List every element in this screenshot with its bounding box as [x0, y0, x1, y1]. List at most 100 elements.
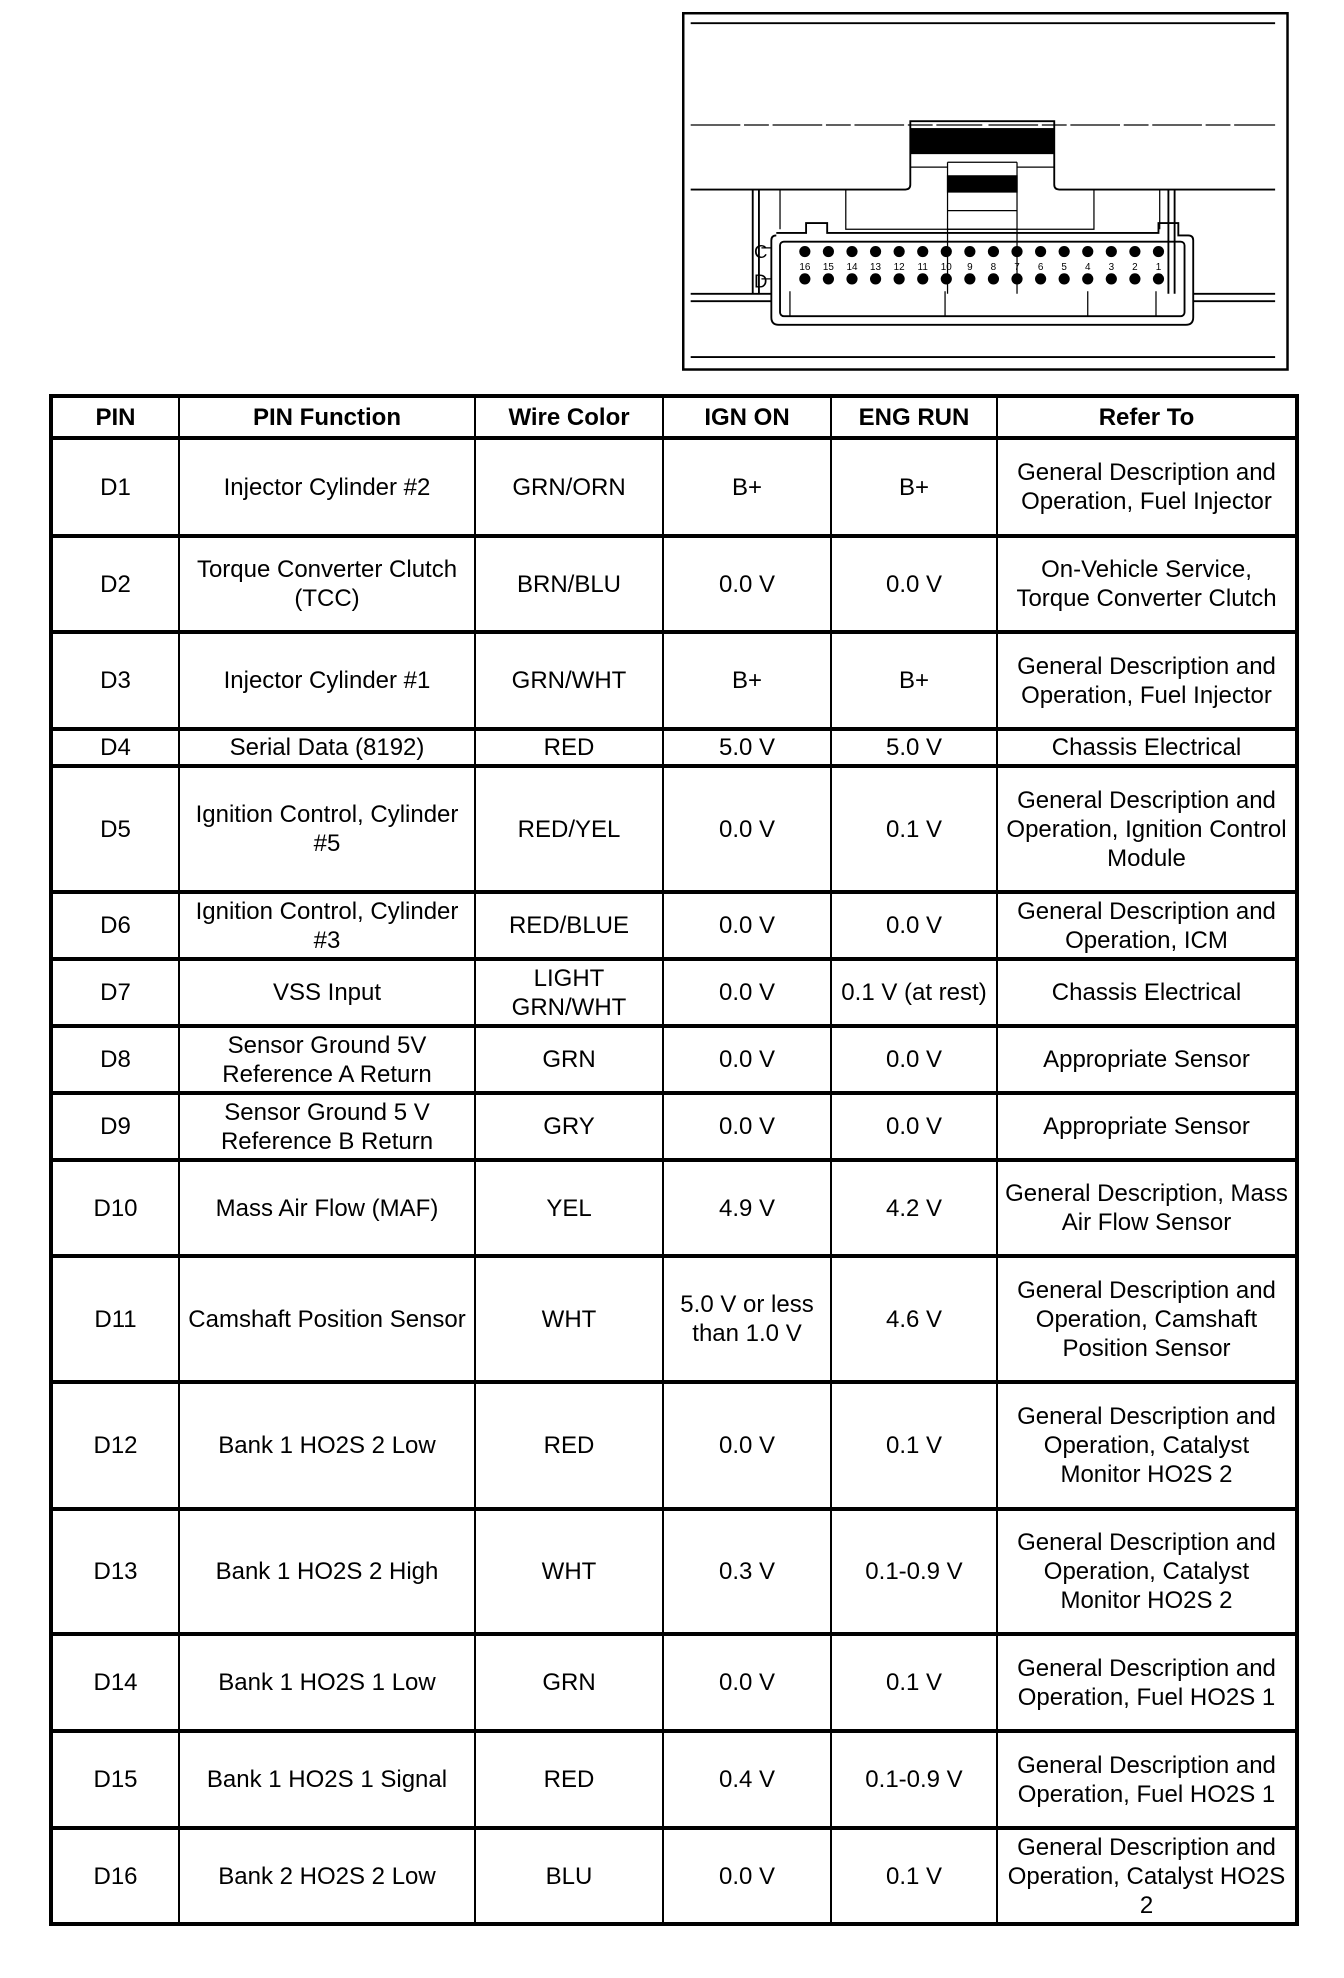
pin-number-label: 9: [967, 262, 973, 273]
cell-eng-run: 4.2 V: [830, 1159, 998, 1258]
cell-ign-on: 0.0 V: [662, 1025, 832, 1095]
cell-pin-function: Ignition Control, Cylinder #3: [178, 891, 476, 961]
cell-ign-on: 4.9 V: [662, 1159, 832, 1258]
cell-pin-function: Bank 1 HO2S 2 Low: [178, 1381, 476, 1511]
pin-number-label: 16: [799, 262, 811, 273]
table-row: D10 Mass Air Flow (MAF) YEL 4.9 V 4.2 V Gener…: [50, 1159, 1298, 1258]
table-row: D11 Camshaft Position Sensor WHT 5.0 V or l…: [50, 1255, 1298, 1384]
cell-pin-function: Bank 1 HO2S 1 Signal: [178, 1730, 476, 1830]
cell-ign-on: 0.0 V: [662, 765, 832, 894]
cell-pin-function: Injector Cylinder #2: [178, 437, 476, 538]
cell-refer-to: General Description, Mass Air Flow Senso…: [996, 1159, 1298, 1258]
cell-pin-function: Bank 1 HO2S 1 Low: [178, 1633, 476, 1733]
header-pin: PIN: [50, 395, 180, 440]
pin-c2: [1129, 246, 1141, 258]
cell-eng-run: 0.1-0.9 V: [830, 1730, 998, 1830]
cell-pin-function: Torque Converter Clutch (TCC): [178, 535, 476, 634]
cell-eng-run: B+: [830, 631, 998, 731]
pin-d10: [940, 273, 952, 285]
cell-wire-color: WHT: [474, 1255, 664, 1384]
pin-c11: [917, 246, 929, 258]
cell-pin-function: Sensor Ground 5V Reference A Return: [178, 1025, 476, 1095]
cell-refer-to: General Description and Operation, Fuel …: [996, 437, 1298, 538]
pin-d13: [869, 273, 882, 285]
cell-ign-on: 5.0 V or less than 1.0 V: [662, 1255, 832, 1384]
cell-pin: D14: [50, 1633, 180, 1733]
cell-wire-color: RED: [474, 1381, 664, 1511]
cell-ign-on: 0.0 V: [662, 891, 832, 961]
cell-refer-to: On-Vehicle Service, Torque Converter Clu…: [996, 535, 1298, 634]
pin-d9: [964, 273, 976, 285]
pin-c7: [1011, 246, 1023, 258]
cell-wire-color: RED: [474, 728, 664, 768]
pin-number-label: 12: [894, 262, 906, 273]
cell-pin-function: Ignition Control, Cylinder #5: [178, 765, 476, 894]
table-row: D9 Sensor Ground 5 V Reference B Return GR…: [50, 1092, 1298, 1162]
cell-pin: D5: [50, 765, 180, 894]
cell-refer-to: General Description and Operation, Fuel …: [996, 1633, 1298, 1733]
pin-d3: [1105, 273, 1117, 285]
pin-c14: [846, 246, 858, 258]
cell-refer-to: General Description and Operation, ICM: [996, 891, 1298, 961]
pin-d12: [893, 273, 905, 285]
table-row: D5 Ignition Control, Cylinder #5 RED/YEL 0.…: [50, 765, 1298, 894]
cell-ign-on: 5.0 V: [662, 728, 832, 768]
pin-d6: [1035, 273, 1047, 285]
cell-eng-run: 0.1 V (at rest): [830, 958, 998, 1028]
pin-number-label: 15: [823, 262, 835, 273]
cell-wire-color: WHT: [474, 1508, 664, 1636]
cell-pin: D15: [50, 1730, 180, 1830]
header-wire-color: Wire Color: [474, 395, 664, 440]
table-row: D8 Sensor Ground 5V Reference A Return GRN…: [50, 1025, 1298, 1095]
cell-pin: D10: [50, 1159, 180, 1258]
pin-d1: [1152, 273, 1165, 285]
pin-c1: [1152, 246, 1165, 258]
header-pin-function: PIN Function: [178, 395, 476, 440]
cell-wire-color: LIGHT GRN/WHT: [474, 958, 664, 1028]
cell-wire-color: GRY: [474, 1092, 664, 1162]
cell-wire-color: BRN/BLU: [474, 535, 664, 634]
pin-c9: [964, 246, 976, 258]
pin-number-label: 13: [870, 262, 882, 273]
cell-ign-on: 0.0 V: [662, 958, 832, 1028]
cell-pin: D11: [50, 1255, 180, 1384]
cell-refer-to: General Description and Operation, Fuel …: [996, 631, 1298, 731]
cell-pin-function: Serial Data (8192): [178, 728, 476, 768]
header-eng-run: ENG RUN: [830, 395, 998, 440]
table-row: D6 Ignition Control, Cylinder #3 RED/BLUE 0…: [50, 891, 1298, 961]
pin-number-label: 14: [846, 262, 858, 273]
cell-pin-function: Bank 1 HO2S 2 High: [178, 1508, 476, 1636]
pin-c13: [869, 246, 882, 258]
cell-pin: D7: [50, 958, 180, 1028]
cell-ign-on: 0.0 V: [662, 1381, 832, 1511]
row-label-c: C: [754, 241, 767, 262]
pin-d4: [1082, 273, 1094, 285]
table-row: D4 Serial Data (8192) RED 5.0 V 5.0 V Chassis…: [50, 728, 1298, 768]
cell-pin: D13: [50, 1508, 180, 1636]
cell-ign-on: 0.0 V: [662, 535, 832, 634]
row-label-d: D: [754, 271, 767, 292]
cell-refer-to: Appropriate Sensor: [996, 1092, 1298, 1162]
table-row: D15 Bank 1 HO2S 1 Signal RED 0.4 V 0.1-0.9 V…: [50, 1730, 1298, 1830]
cell-wire-color: YEL: [474, 1159, 664, 1258]
cell-pin: D4: [50, 728, 180, 768]
cell-eng-run: 0.1 V: [830, 1827, 998, 1926]
pin-number-label: 4: [1085, 262, 1091, 273]
cell-eng-run: 0.1 V: [830, 765, 998, 894]
cell-wire-color: RED/BLUE: [474, 891, 664, 961]
cell-refer-to: General Description and Operation, Camsh…: [996, 1255, 1298, 1384]
cell-pin: D1: [50, 437, 180, 538]
cell-wire-color: RED: [474, 1730, 664, 1830]
cell-wire-color: BLU: [474, 1827, 664, 1926]
table-row: D2 Torque Converter Clutch (TCC) BRN/BLU 0.…: [50, 535, 1298, 634]
cell-wire-color: GRN: [474, 1025, 664, 1095]
pin-table: PIN PIN Function Wire Color IGN ON ENG R…: [49, 394, 1299, 1926]
table-row: D16 Bank 2 HO2S 2 Low BLU 0.0 V 0.1 V General…: [50, 1827, 1298, 1926]
pin-c15: [822, 246, 834, 258]
connector-diagram: C D 16 15 14 13 12 11 10 9 8 7 6 5 4 3 2 1: [682, 12, 1289, 371]
pin-d2: [1129, 273, 1141, 285]
cell-pin-function: Bank 2 HO2S 2 Low: [178, 1827, 476, 1926]
cell-eng-run: 0.1 V: [830, 1381, 998, 1511]
cell-ign-on: 0.0 V: [662, 1092, 832, 1162]
pin-d14: [846, 273, 858, 285]
